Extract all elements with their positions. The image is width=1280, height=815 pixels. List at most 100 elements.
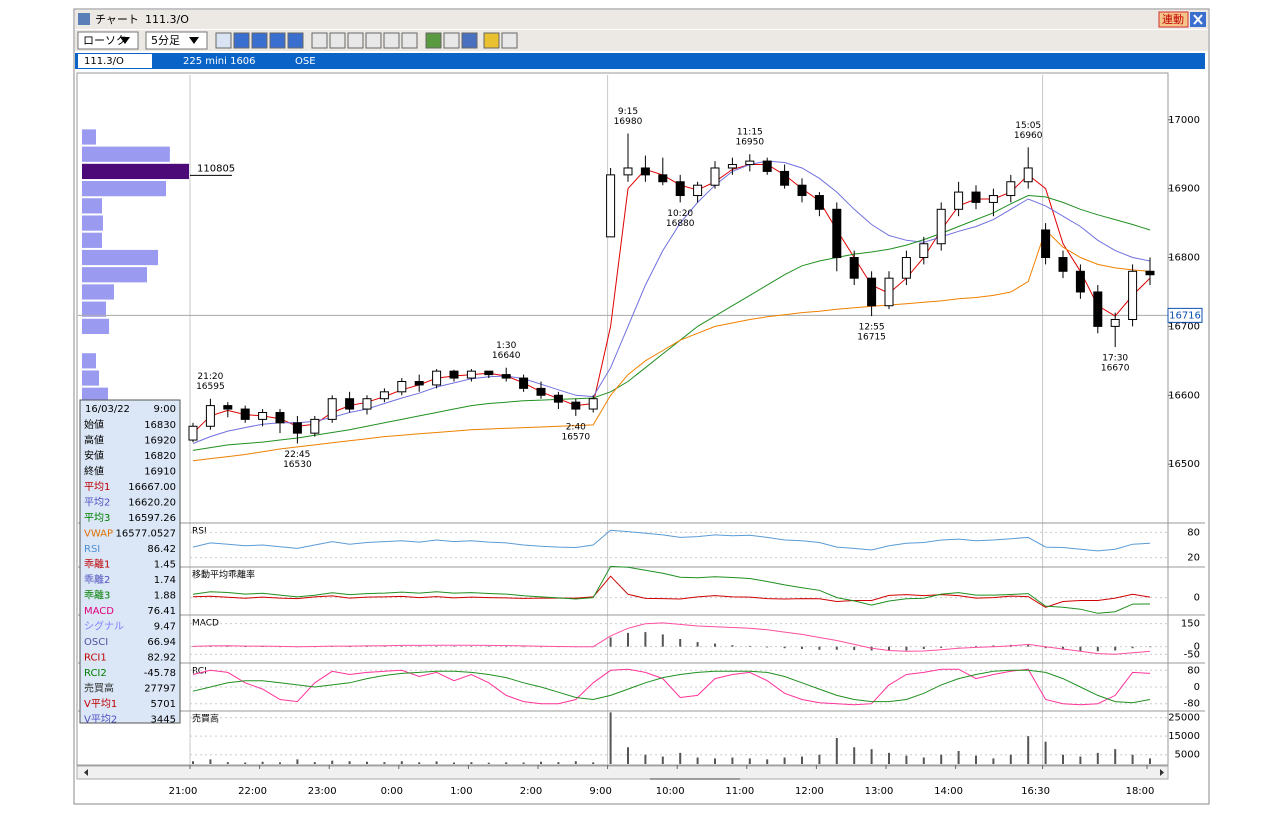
- candle-body: [571, 401, 581, 410]
- candle-body: [432, 370, 442, 386]
- y-tick-label: 16900: [1168, 184, 1200, 195]
- x-tick-label: 10:00: [656, 786, 685, 797]
- tool-icon[interactable]: [311, 32, 328, 49]
- x-tick-label: 0:00: [381, 786, 403, 797]
- info-value: 1.45: [154, 560, 176, 571]
- indicator-bar: [922, 757, 925, 764]
- info-label: 安値: [84, 449, 104, 462]
- candle-body: [832, 208, 842, 259]
- indicator-bar: [835, 646, 838, 650]
- indicator-bar: [487, 762, 490, 764]
- info-label: MACD: [84, 606, 114, 617]
- volume-profile-bar: [82, 353, 97, 369]
- indicator-line: [192, 668, 1151, 706]
- x-tick-label: 22:00: [238, 786, 267, 797]
- indicator-bar: [679, 752, 682, 764]
- annotation-price: 16950: [735, 138, 764, 148]
- current-price-label: 16716: [1169, 310, 1201, 321]
- indicator-bar: [1149, 758, 1151, 764]
- indicator-bar: [540, 646, 542, 648]
- indicator-bar: [348, 646, 351, 648]
- x-tick-label: 16:30: [1021, 786, 1050, 797]
- indicator-bar: [1114, 749, 1117, 764]
- info-value: 3445: [151, 715, 176, 726]
- candle-body: [310, 418, 320, 434]
- tool-icon[interactable]: [251, 32, 268, 49]
- tool-icon[interactable]: [501, 32, 518, 49]
- indicator-bar: [435, 761, 438, 764]
- indicator-bar: [453, 762, 455, 764]
- candle-body: [971, 191, 981, 203]
- candle-body: [693, 184, 703, 197]
- indicator-bar: [940, 646, 943, 648]
- indicator-bar: [383, 646, 386, 647]
- interval-dropdown[interactable]: [145, 31, 208, 50]
- indicator-line: [192, 669, 1151, 704]
- x-tick-label: 14:00: [934, 786, 963, 797]
- annotation-time: 17:30: [1102, 354, 1128, 364]
- tool-icon[interactable]: [347, 32, 364, 49]
- candle-body: [1058, 257, 1068, 272]
- annotation-price: 16640: [492, 351, 521, 361]
- x-tick-label: 23:00: [308, 786, 337, 797]
- tool-icon[interactable]: [269, 32, 286, 49]
- contract: 225 mini 1606: [183, 56, 256, 67]
- moving-average-line: [192, 194, 1151, 451]
- indicator-bar: [487, 646, 490, 648]
- panel-title: 売買高: [192, 713, 219, 725]
- indicator-bar: [679, 639, 682, 647]
- tool-icon[interactable]: [401, 32, 418, 49]
- candle-body: [553, 394, 563, 403]
- indicator-bar: [209, 759, 212, 764]
- indicator-line: [192, 575, 1151, 608]
- annotation-price: 16530: [283, 460, 312, 470]
- close-icon: [1193, 14, 1203, 25]
- scroll-right[interactable]: [1160, 769, 1164, 776]
- candle-body: [466, 370, 476, 379]
- tool-icon[interactable]: [365, 32, 382, 49]
- indicator-bar: [279, 762, 281, 764]
- indicator-bar: [418, 762, 421, 764]
- scroll-left[interactable]: [84, 769, 88, 776]
- indicator-bar: [453, 646, 455, 647]
- panel-title: RSI: [192, 527, 207, 537]
- scrollbar[interactable]: [76, 765, 1169, 780]
- info-label: V平均1: [84, 698, 117, 710]
- chart-style-dropdown[interactable]: [77, 31, 139, 50]
- candle-body: [588, 398, 598, 410]
- tool-icon[interactable]: [383, 32, 400, 49]
- indicator-bar: [661, 756, 664, 764]
- candle-body: [362, 398, 372, 410]
- tool-icon[interactable]: [233, 32, 250, 49]
- indicator-bar: [1114, 646, 1117, 651]
- indicator-bar: [1096, 752, 1099, 764]
- volume-profile-bar: [82, 318, 110, 335]
- indicator-bar: [470, 646, 473, 648]
- volume-profile-bar: [82, 249, 158, 266]
- annotation-time: 2:40: [566, 422, 586, 432]
- link-button[interactable]: [1158, 11, 1189, 28]
- tool-icon[interactable]: [425, 32, 442, 49]
- tool-icon[interactable]: [443, 32, 460, 49]
- candle-body: [1075, 270, 1085, 293]
- y-tick-label: 16600: [1168, 390, 1200, 401]
- tool-icon[interactable]: [329, 32, 346, 49]
- volume-profile-bar: [82, 163, 189, 180]
- app-icon: [78, 13, 90, 25]
- indicator-bar: [731, 645, 734, 647]
- tool-icon[interactable]: [483, 32, 500, 49]
- tool-icon[interactable]: [215, 32, 232, 49]
- candle-body: [606, 174, 616, 238]
- indicator-bar: [818, 646, 821, 650]
- candle-body: [954, 191, 964, 210]
- indicator-bar: [888, 752, 890, 764]
- candle-body: [449, 370, 459, 379]
- tool-icon[interactable]: [461, 32, 478, 49]
- info-value: 9.47: [154, 622, 176, 633]
- tool-icon[interactable]: [287, 32, 304, 49]
- candle-body: [414, 380, 424, 386]
- indicator-bar: [1062, 646, 1064, 650]
- indicator-bar: [1096, 646, 1099, 652]
- info-value: 16667.00: [128, 482, 176, 493]
